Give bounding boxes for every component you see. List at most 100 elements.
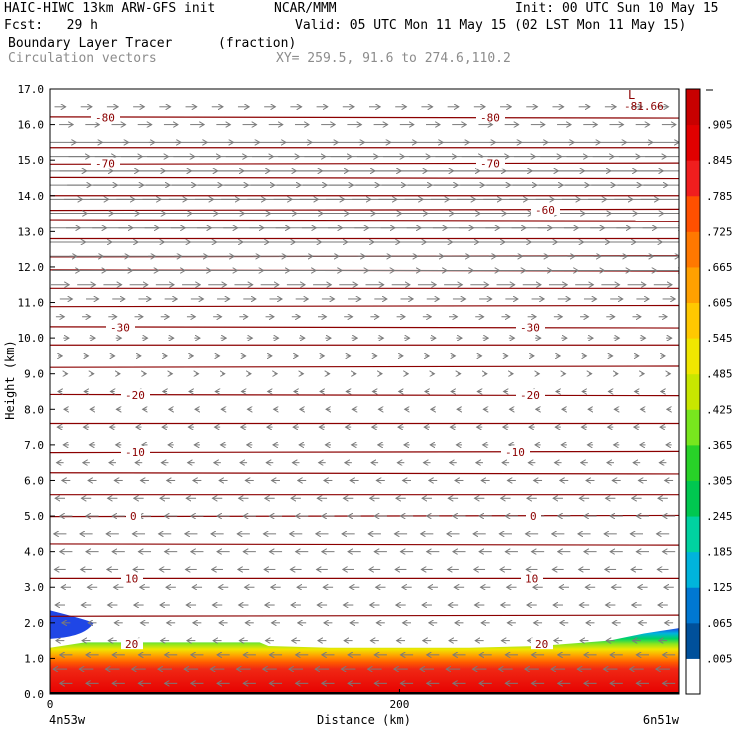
contour-label-bg — [91, 111, 120, 123]
contour-label-bg — [516, 321, 545, 333]
colorbar-segment — [686, 516, 700, 553]
contour-label: -10 — [505, 446, 525, 459]
temperature-contour — [50, 304, 679, 308]
colorbar-segment — [686, 658, 700, 695]
temperature-contour — [50, 176, 679, 180]
y-tick-label: 9.0 — [24, 368, 44, 381]
min-value-label: -81.66 — [624, 100, 664, 113]
colorbar-frame — [685, 88, 701, 695]
field-units: (fraction) — [218, 36, 297, 51]
y-tick-label: 3.0 — [24, 581, 44, 594]
y-tick-label: 6.0 — [24, 474, 44, 487]
colorbar-segment — [686, 124, 700, 161]
colorbar-segment — [686, 444, 700, 481]
contour-label-bg — [516, 389, 545, 401]
colorbar-label: .785 — [706, 190, 733, 203]
contour-label-bg — [121, 572, 143, 584]
contour-label-bg — [521, 572, 543, 584]
colorbar-label: .185 — [706, 546, 733, 559]
colorbar-segment — [686, 231, 700, 268]
colorbar-label: .065 — [706, 617, 733, 630]
contour-label: 20 — [535, 638, 548, 651]
contour-label: -60 — [535, 204, 555, 217]
elevated-tracer-patch — [50, 610, 94, 639]
xy-range: XY= 259.5, 91.6 to 274.6,110.2 — [276, 51, 511, 66]
contour-label-bg — [476, 157, 505, 169]
colorbar-label: .125 — [706, 581, 733, 594]
contour-label-bg — [531, 638, 553, 650]
temperature-contour — [50, 326, 679, 329]
colorbar-segment — [686, 195, 700, 232]
y-tick-label: 15.0 — [18, 154, 45, 167]
org-label: NCAR/MMM — [274, 1, 337, 16]
y-tick-label: 1.0 — [24, 652, 44, 665]
contour-label-bg — [476, 111, 505, 123]
y-tick-label: 2.0 — [24, 617, 44, 630]
model-title: HAIC-HIWC 13km ARW-GFS init — [4, 1, 216, 16]
colorbar-segment — [686, 551, 700, 588]
x-tick-label: 200 — [390, 698, 410, 711]
temperature-contour — [50, 543, 679, 546]
temperature-contour — [50, 450, 679, 454]
colorbar-segment — [686, 587, 700, 624]
plot-frame — [49, 88, 680, 695]
colorbar-segment — [686, 302, 700, 339]
contour-label: 0 — [530, 510, 537, 523]
colorbar-label: .725 — [706, 225, 733, 238]
contour-label-bg — [121, 389, 150, 401]
temperature-contour — [50, 208, 679, 212]
y-tick-label: 12.0 — [18, 261, 45, 274]
x-end-label: 6n51w — [643, 713, 680, 727]
contour-label-bg — [501, 446, 530, 457]
colorbar-label: .665 — [706, 261, 733, 274]
temperature-contour — [50, 393, 679, 397]
colorbar-label: .905 — [706, 119, 733, 132]
field-name: Boundary Layer Tracer — [8, 36, 173, 51]
y-tick-label: 8.0 — [24, 403, 44, 416]
temperature-contour — [50, 472, 679, 475]
colorbar-segment — [686, 160, 700, 197]
colorbar-label: .605 — [706, 297, 733, 310]
min-marker: L — [628, 88, 635, 102]
init-time: Init: 00 UTC Sun 10 May 15 — [515, 1, 719, 16]
y-tick-label: 13.0 — [18, 225, 45, 238]
boundary-layer-field — [50, 628, 679, 694]
colorbar-label: .365 — [706, 439, 733, 452]
contour-label: -20 — [520, 389, 540, 402]
y-tick-label: 10.0 — [18, 332, 45, 345]
temperature-contour — [50, 365, 679, 368]
contour-label: 10 — [525, 572, 538, 585]
temperature-contour — [50, 116, 679, 119]
colorbar-label: .245 — [706, 510, 733, 523]
temperature-contour — [50, 614, 679, 617]
y-tick-label: 4.0 — [24, 546, 44, 559]
contour-label-bg — [121, 446, 150, 457]
contour-label-bg — [106, 321, 135, 333]
contour-label: -10 — [125, 446, 145, 459]
y-tick-label: 0.0 — [24, 688, 44, 701]
contour-label: -20 — [125, 389, 145, 402]
contour-label: -80 — [480, 111, 500, 124]
contour-label-bg — [531, 204, 560, 215]
x-tick-label: 0 — [47, 698, 54, 711]
contour-label: -30 — [520, 321, 540, 334]
forecast-hour: Fcst: 29 h — [4, 18, 98, 33]
colorbar-label: .425 — [706, 403, 733, 416]
temperature-contour — [50, 514, 679, 518]
colorbar-segment — [686, 480, 700, 517]
colorbar-label: .845 — [706, 154, 733, 167]
contour-label: -70 — [480, 158, 500, 171]
temperature-contour — [50, 162, 679, 165]
x-axis-title: Distance (km) — [317, 713, 411, 727]
colorbar-label: .485 — [706, 368, 733, 381]
contour-label-bg — [526, 510, 541, 522]
y-tick-label: 5.0 — [24, 510, 44, 523]
contour-label-bg — [121, 638, 143, 650]
contour-label-bg — [126, 510, 141, 522]
y-tick-label: 14.0 — [18, 190, 45, 203]
colorbar-label: .305 — [706, 474, 733, 487]
vectors-label: Circulation vectors — [8, 51, 157, 66]
contour-label: 20 — [125, 638, 138, 651]
contour-label: -30 — [110, 321, 130, 334]
